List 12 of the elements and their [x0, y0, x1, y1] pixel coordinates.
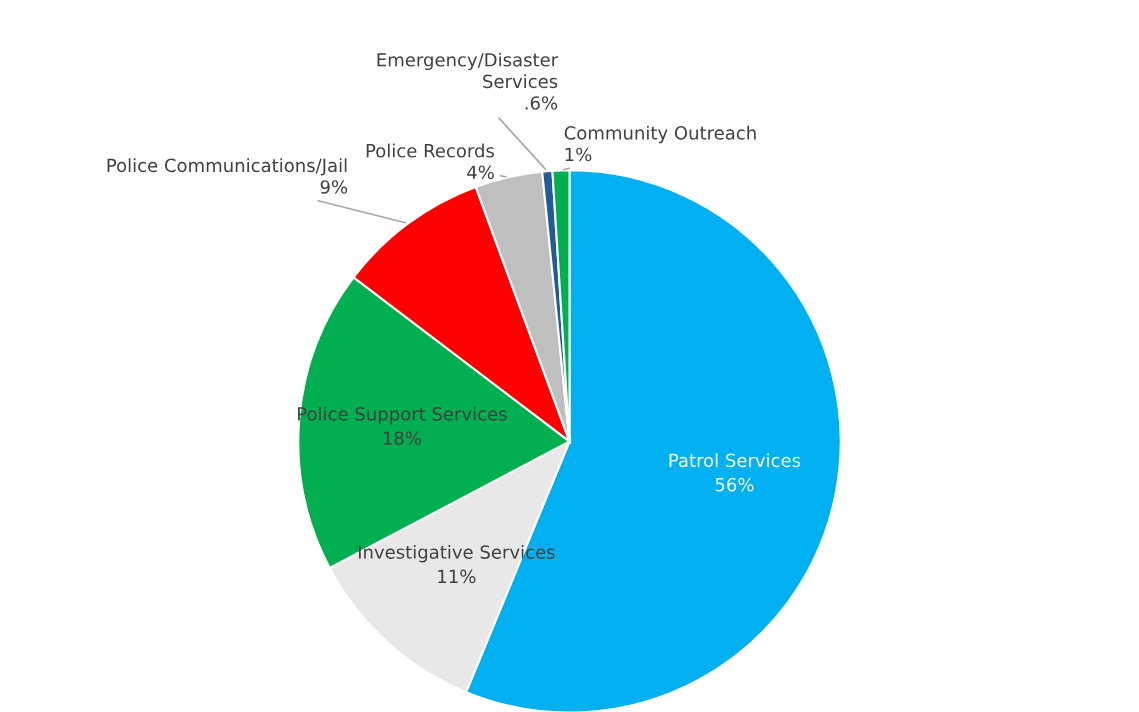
data-label: 56%: [715, 477, 754, 492]
slice-label: Police Records: [366, 143, 494, 158]
slice-label: Emergency/Disaster Services: [377, 52, 559, 89]
data-label: 4%: [467, 165, 494, 180]
data-label: 1%: [565, 147, 592, 162]
data-label: 11%: [438, 569, 476, 584]
data-label: .6%: [525, 96, 558, 110]
slice-label: Patrol Services: [669, 453, 801, 468]
data-label: 18%: [383, 431, 421, 446]
data-label: 9%: [320, 180, 348, 194]
slice-label: Community Outreach: [564, 125, 756, 144]
slice-label: Police Communications/Jail: [107, 158, 347, 176]
